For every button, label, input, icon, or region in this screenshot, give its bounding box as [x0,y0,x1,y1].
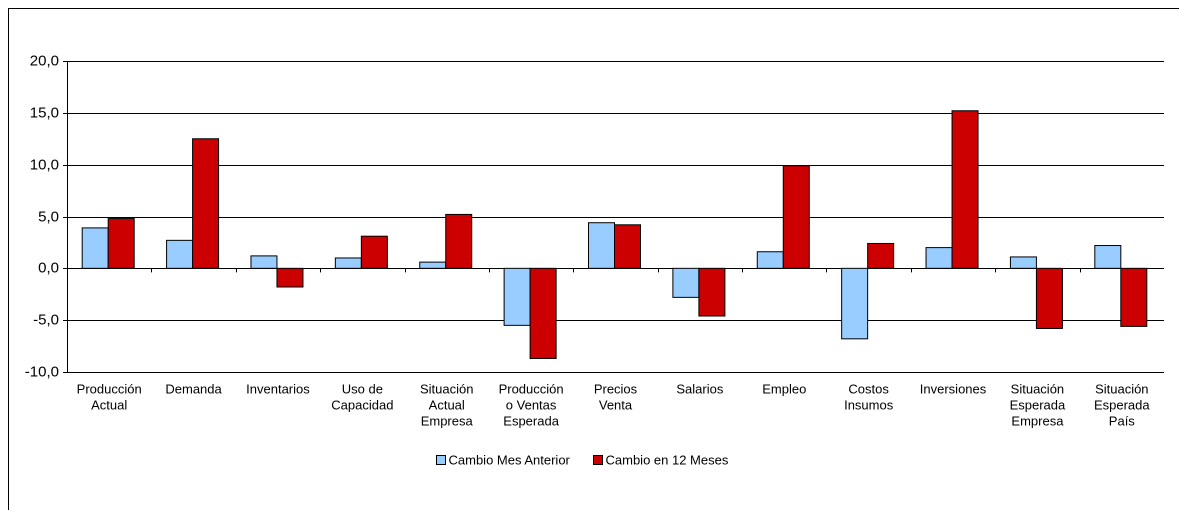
y-tick-label: -10,0 [25,363,59,380]
x-tick-label: Precios [594,381,638,396]
x-tick-label: Actual [429,397,465,412]
bar [276,267,304,288]
bar [360,235,388,269]
bar [503,267,531,326]
legend-swatch [593,455,603,465]
x-tick-label: Costos [848,381,889,396]
x-tick-label: Demanda [165,381,222,396]
y-tick-label: 10,0 [30,156,59,173]
legend-label: Cambio Mes Anterior [449,452,571,467]
bar [925,247,953,269]
x-tick-label: Esperada [1010,397,1066,412]
bar [672,267,700,298]
y-tick-label: 0,0 [38,259,59,276]
bar [192,138,220,269]
x-tick-label: Salarios [676,381,723,396]
legend-label: Cambio en 12 Meses [606,452,729,467]
bar [951,110,979,269]
bar [250,255,278,269]
x-tick-label: Empresa [421,413,474,428]
bar [867,242,895,269]
x-tick-label: Capacidad [331,397,393,412]
x-tick-label: Venta [599,397,633,412]
bar [419,261,447,269]
bar [756,251,784,269]
bar [81,227,109,269]
x-tick-label: Esperada [1094,397,1150,412]
y-tick-label: 15,0 [30,104,59,121]
x-tick-label: Situación [1095,381,1148,396]
bar [166,239,194,269]
x-tick-label: Empleo [762,381,806,396]
x-tick-label: Producción [77,381,142,396]
x-tick-label: Inventarios [246,381,310,396]
bar [698,267,726,317]
x-tick-label: Situación [1011,381,1064,396]
bar [782,165,810,269]
x-tick-label: Uso de [342,381,383,396]
legend-swatch [436,455,446,465]
x-tick-label: País [1109,413,1136,428]
x-tick-label: Producción [499,381,564,396]
x-tick-label: Esperada [503,413,559,428]
x-tick-label: Insumos [844,397,894,412]
x-tick-label: Situación [420,381,473,396]
bar [334,257,362,269]
bar [588,222,615,269]
y-tick-label: 20,0 [30,52,59,69]
bar [841,267,869,340]
x-tick-label: Inversiones [920,381,987,396]
x-tick-label: o Ventas [506,397,557,412]
bar [529,267,557,360]
bar [1094,245,1122,269]
bar [614,224,641,269]
x-tick-label: Actual [91,397,127,412]
bar [107,218,135,269]
bar [1035,267,1063,329]
bar [1009,256,1037,269]
bar [445,213,473,269]
y-tick-label: 5,0 [38,208,59,225]
x-tick-label: Empresa [1011,413,1064,428]
y-tick-label: -5,0 [33,311,59,328]
bar [1120,267,1148,327]
